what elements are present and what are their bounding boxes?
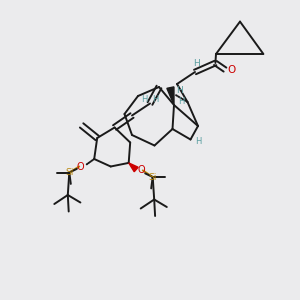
Text: H: H bbox=[178, 98, 185, 106]
Text: H: H bbox=[152, 95, 159, 104]
Text: O: O bbox=[76, 161, 84, 172]
Polygon shape bbox=[167, 87, 174, 105]
Text: O: O bbox=[138, 165, 146, 176]
Text: H: H bbox=[195, 137, 201, 146]
Text: H: H bbox=[193, 59, 200, 68]
Text: H: H bbox=[176, 86, 183, 95]
Text: O: O bbox=[227, 64, 236, 75]
Polygon shape bbox=[129, 163, 138, 172]
Text: Si: Si bbox=[148, 172, 157, 182]
Text: Si: Si bbox=[65, 168, 74, 177]
Text: H: H bbox=[141, 94, 147, 103]
